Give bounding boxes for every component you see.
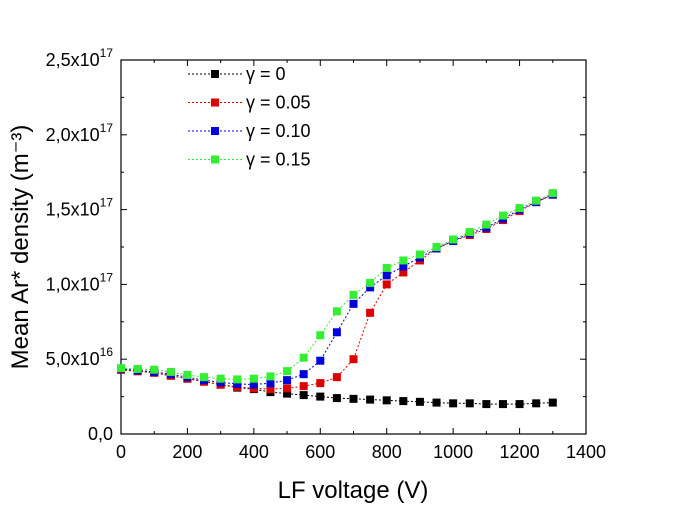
data-point xyxy=(349,355,358,364)
data-point xyxy=(399,397,408,406)
data-point xyxy=(498,211,507,220)
x-tick-label: 800 xyxy=(372,442,402,462)
data-point xyxy=(316,379,325,388)
x-tick-label: 1000 xyxy=(433,442,473,462)
legend: γ = 0 γ = 0.05 γ = 0.10 γ = 0.15 xyxy=(188,64,311,170)
data-point xyxy=(382,271,391,280)
data-point xyxy=(382,396,391,405)
data-point xyxy=(432,398,441,407)
x-tick-label: 600 xyxy=(305,442,335,462)
legend-label: γ = 0.10 xyxy=(246,121,311,141)
y-tick-label: 2,0x1017 xyxy=(46,121,114,145)
data-point xyxy=(283,376,292,385)
legend-marker xyxy=(211,70,219,78)
legend-marker xyxy=(211,98,219,107)
data-point xyxy=(415,397,424,406)
data-point xyxy=(432,243,441,251)
x-tick-label: 1400 xyxy=(566,442,606,462)
data-point xyxy=(166,367,175,376)
data-point xyxy=(515,400,524,409)
legend-label: γ = 0.15 xyxy=(246,150,311,170)
y-tick-label: 2,5x1017 xyxy=(46,46,114,70)
data-point xyxy=(316,392,325,401)
data-point xyxy=(249,374,258,383)
data-point xyxy=(133,364,142,373)
y-tick-label: 1,5x1017 xyxy=(46,196,114,220)
data-point xyxy=(349,290,358,299)
data-point xyxy=(183,370,192,379)
data-point xyxy=(548,189,557,198)
data-point xyxy=(532,399,541,408)
data-point xyxy=(532,196,541,205)
legend-marker xyxy=(211,127,219,135)
data-point xyxy=(449,235,458,244)
data-point xyxy=(200,373,209,382)
data-point xyxy=(117,364,125,373)
data-point xyxy=(233,375,242,384)
data-point xyxy=(482,400,491,409)
data-point xyxy=(299,391,308,400)
data-point xyxy=(465,399,474,408)
data-point xyxy=(249,380,258,389)
legend-marker xyxy=(211,155,219,164)
data-point xyxy=(349,299,358,308)
data-point xyxy=(332,394,341,403)
data-point xyxy=(332,373,341,382)
data-point xyxy=(415,250,424,259)
data-point xyxy=(465,228,474,237)
series-line-3 xyxy=(120,192,554,380)
data-point xyxy=(299,353,308,362)
legend-label: γ = 0.05 xyxy=(246,93,311,113)
data-point xyxy=(283,367,292,376)
x-tick-label: 1200 xyxy=(500,442,540,462)
legend-label: γ = 0 xyxy=(246,64,286,84)
data-point xyxy=(449,399,458,408)
data-point xyxy=(548,398,557,407)
data-point xyxy=(316,356,325,365)
data-point xyxy=(332,328,341,337)
data-point xyxy=(316,331,325,340)
x-tick-labels: 0 200 400 600 800 1000 1200 1400 xyxy=(116,442,606,462)
x-axis-title: LF voltage (V) xyxy=(278,477,429,504)
y-axis-title: Mean Ar* density (m⁻³) xyxy=(7,125,34,370)
data-point xyxy=(266,379,275,388)
series-line-2 xyxy=(120,194,554,386)
data-point xyxy=(366,283,375,292)
data-point xyxy=(482,220,491,229)
data-point xyxy=(299,382,308,391)
data-point xyxy=(382,263,391,272)
series-line-1 xyxy=(120,194,554,390)
data-point xyxy=(266,372,275,381)
y-tick-label: 0,0 xyxy=(88,424,113,444)
data-point xyxy=(399,262,408,271)
data-point xyxy=(283,389,292,398)
data-point xyxy=(332,307,341,316)
data-point xyxy=(382,280,391,289)
data-point xyxy=(366,308,375,317)
y-tick-labels: 0,0 5,0x1016 1,0x1017 1,5x1017 2,0x1017 2,5x1… xyxy=(46,46,114,444)
series-points xyxy=(117,189,557,409)
x-tick-label: 400 xyxy=(239,442,269,462)
data-point xyxy=(283,384,292,393)
data-point xyxy=(498,400,507,409)
y-tick-label: 1,0x1017 xyxy=(46,270,114,294)
y-tick-label: 5,0x1016 xyxy=(46,345,114,369)
data-point xyxy=(233,379,242,388)
data-point xyxy=(399,268,408,277)
data-point xyxy=(150,365,159,374)
x-tick-label: 200 xyxy=(172,442,202,462)
data-point xyxy=(515,204,524,213)
data-point xyxy=(299,370,308,379)
data-point xyxy=(399,256,408,265)
axis-ticks xyxy=(120,59,587,435)
data-point xyxy=(349,394,358,403)
x-tick-label: 0 xyxy=(116,442,126,462)
data-point xyxy=(266,385,275,394)
data-point xyxy=(366,395,375,404)
data-point xyxy=(216,374,225,383)
data-point xyxy=(366,278,375,287)
